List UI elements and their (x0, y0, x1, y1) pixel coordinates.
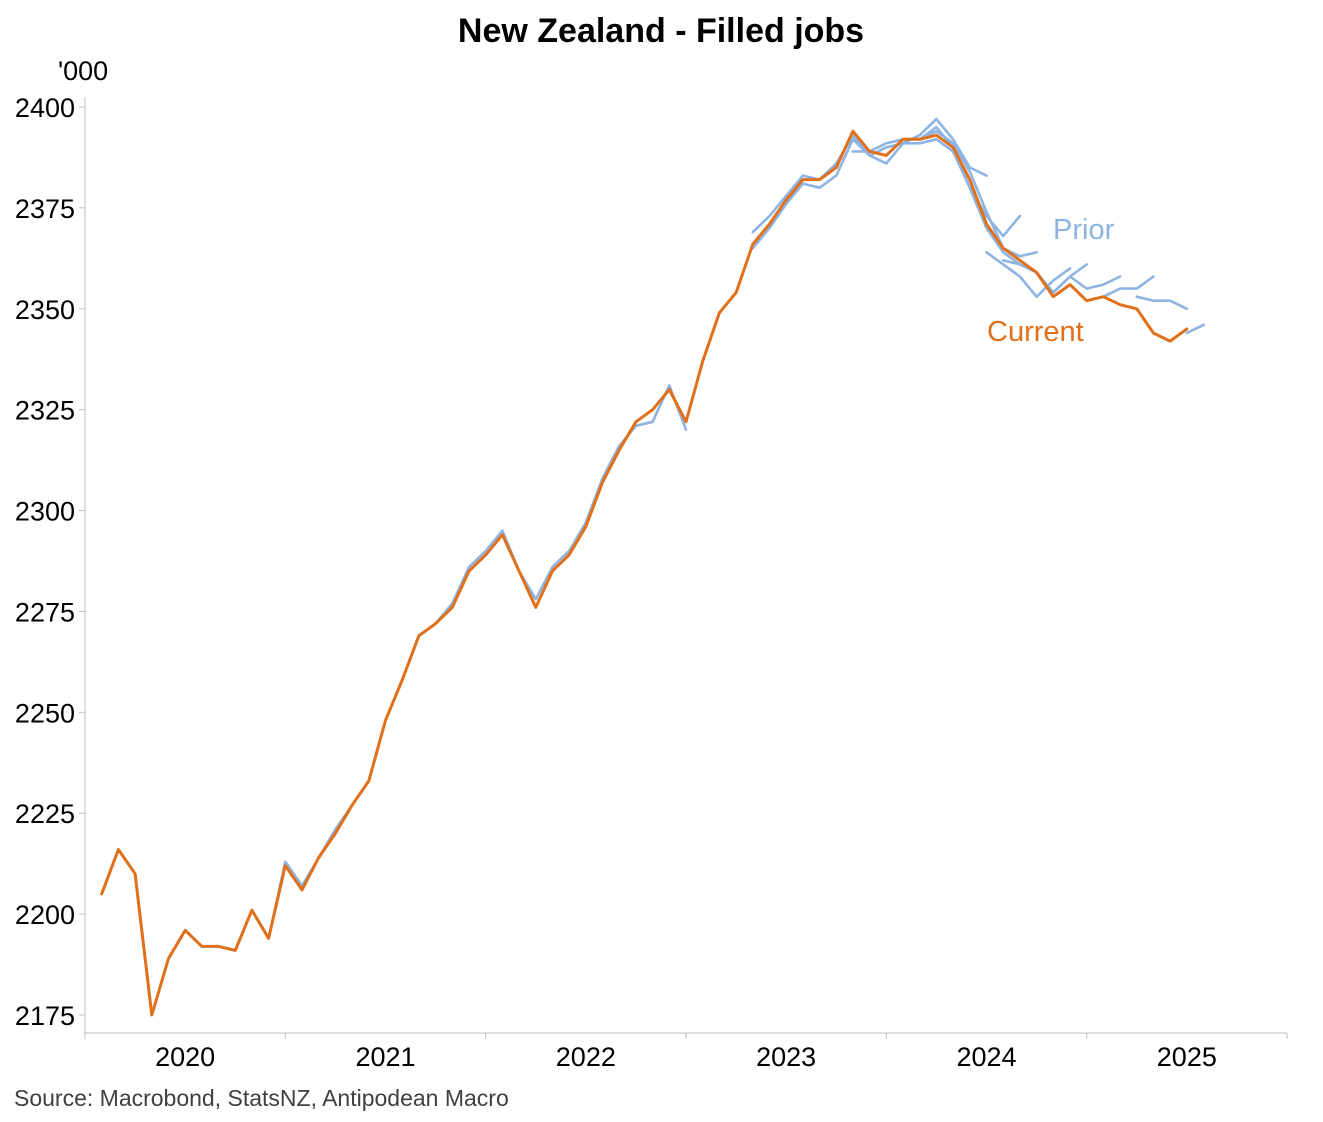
prior-vintage-line (1052, 263, 1088, 294)
prior-vintage-line (901, 129, 1038, 258)
y-tick-label: 2400 (15, 93, 75, 123)
prior-series-label: Prior (1053, 214, 1115, 246)
prior-vintage-line (985, 251, 1072, 298)
prior-vintage-line (1102, 275, 1155, 298)
prior-vintage-line (751, 117, 988, 234)
x-tick-label: 2024 (956, 1042, 1016, 1072)
y-axis: 2175 2200 2225 2250 2275 2300 2325 2350 2375 2400 (15, 93, 86, 1033)
x-tick-label: 2021 (355, 1042, 415, 1072)
y-tick-label: 2225 (15, 799, 75, 829)
current-series-label: Current (987, 316, 1084, 348)
x-tick-label: 2022 (556, 1042, 616, 1072)
source-note: Source: Macrobond, StatsNZ, Antipodean M… (14, 1085, 509, 1111)
y-tick-label: 2300 (15, 497, 75, 527)
y-tick-label: 2175 (15, 1001, 75, 1031)
prior-vintage-line (1185, 323, 1205, 335)
y-axis-unit-label: '000 (58, 56, 108, 86)
y-tick-label: 2200 (15, 900, 75, 930)
chart-title: New Zealand - Filled jobs (458, 12, 864, 50)
current-series-line (100, 129, 1189, 1017)
x-tick-label: 2025 (1157, 1042, 1217, 1072)
current-series (100, 129, 1189, 1017)
y-tick-label: 2250 (15, 698, 75, 728)
prior-vintage-line (751, 138, 1022, 266)
prior-vintage-line (1135, 295, 1189, 311)
y-tick-label: 2325 (15, 396, 75, 426)
y-tick-label: 2275 (15, 597, 75, 627)
x-tick-label: 2023 (756, 1042, 816, 1072)
x-axis: 2020 2021 2022 2023 2024 2025 (84, 1032, 1288, 1072)
prior-vintage-line (851, 125, 1022, 238)
prior-series (100, 117, 1205, 1017)
y-tick-label: 2350 (15, 295, 75, 325)
y-tick-label: 2375 (15, 194, 75, 224)
x-tick-label: 2020 (155, 1042, 215, 1072)
